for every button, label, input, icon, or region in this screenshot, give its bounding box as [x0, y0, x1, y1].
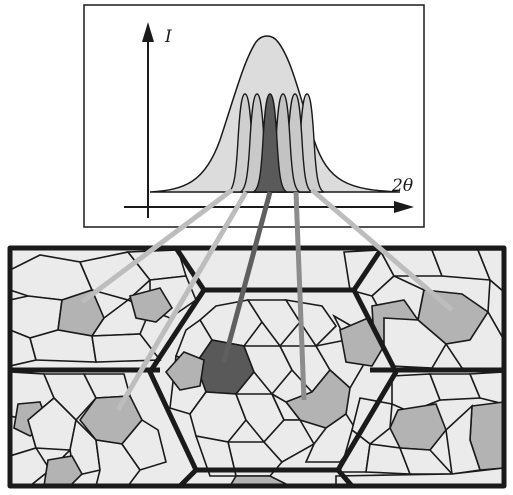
bottom-right-boundary: [336, 468, 354, 488]
grain-microstructure: [7, 245, 507, 489]
component-peak-3-dark: [252, 93, 288, 193]
grain-cells: [10, 249, 504, 486]
central-hex-grain: [147, 287, 399, 473]
connector-center-dark: [221, 191, 273, 363]
component-peaks: [227, 93, 325, 193]
connector-left-top: [80, 187, 234, 305]
y-axis-label: I: [164, 27, 172, 47]
y-axis-arrowhead: [142, 22, 154, 42]
peak-grain-connectors: [80, 187, 454, 412]
connector-center-right: [293, 191, 307, 401]
grain-highlight-center-left: [164, 351, 205, 391]
intensity-plot: I 2θ: [83, 4, 425, 228]
top-left-boundary: [173, 246, 207, 292]
bottom-left-boundary: [178, 468, 198, 488]
connector-right-top: [310, 188, 454, 312]
top-right-boundary: [351, 246, 385, 292]
x-axis-arrowhead: [394, 201, 414, 213]
grain-highlight-bottom-left: [43, 455, 83, 486]
plot-axes: [124, 22, 414, 218]
connector-left-bottom: [115, 190, 249, 412]
x-axis-label: 2θ: [391, 176, 413, 196]
